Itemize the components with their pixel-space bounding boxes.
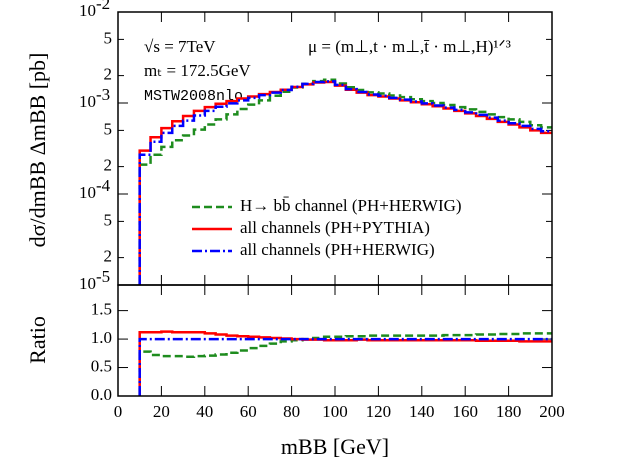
annotation: mₜ = 172.5GeV xyxy=(144,61,251,80)
y-tick-label-exponent: -5 xyxy=(96,267,110,286)
y-tick-label: 2 xyxy=(104,65,113,84)
annotation: μ = (m⊥,t · m⊥,t̄ · m⊥,H)¹ᐟ³ xyxy=(308,37,511,56)
annotation: √s = 7TeV xyxy=(144,37,216,56)
y-tick-label: 10 xyxy=(79,183,96,202)
x-tick-label: 0 xyxy=(114,402,123,421)
y-tick-label: 1.0 xyxy=(91,328,112,347)
legend-label: all channels (PH+HERWIG) xyxy=(240,240,435,259)
series-line xyxy=(138,332,552,396)
x-tick-label: 60 xyxy=(240,402,257,421)
y-tick-label-base: 10 xyxy=(79,92,96,111)
series-line xyxy=(138,80,552,285)
y-tick-label: 10 xyxy=(79,1,96,20)
x-tick-label: 120 xyxy=(366,402,392,421)
y-tick-label-exponent: -2 xyxy=(96,0,110,13)
y-tick-label-base: 10 xyxy=(79,274,96,293)
y-tick-label-base: 10 xyxy=(79,1,96,20)
series-line xyxy=(138,78,552,285)
x-tick-label: 80 xyxy=(283,402,300,421)
x-tick-label: 180 xyxy=(496,402,522,421)
y-axis-label: dσ/dmBB ΔmBB [pb] xyxy=(25,53,50,248)
y-tick-label: 2 xyxy=(104,247,113,266)
y-tick-label: 1.5 xyxy=(91,300,112,319)
x-tick-label: 200 xyxy=(539,402,565,421)
legend-label: all channels (PH+PYTHIA) xyxy=(240,218,430,237)
plot-area xyxy=(138,330,552,396)
x-tick-label: 20 xyxy=(153,402,170,421)
y-tick-label: 5 xyxy=(104,28,113,47)
plot-area xyxy=(138,78,552,285)
y-tick-label: 2 xyxy=(104,156,113,175)
x-axis-label: mBB [GeV] xyxy=(281,434,389,459)
x-tick-label: 160 xyxy=(452,402,478,421)
y-tick-label-exponent: -4 xyxy=(96,176,111,195)
y-tick-label: 5 xyxy=(104,210,113,229)
y-axis-label: Ratio xyxy=(25,316,50,364)
y-tick-label: 0.0 xyxy=(91,385,112,404)
y-tick-label-exponent: -3 xyxy=(96,85,110,104)
y-tick-label-base: 10 xyxy=(79,183,96,202)
y-tick-label: 10 xyxy=(79,274,96,293)
annotation: MSTW2008nlo xyxy=(144,88,243,105)
x-tick-label: 100 xyxy=(322,402,348,421)
x-tick-label: 140 xyxy=(409,402,435,421)
y-tick-label: 5 xyxy=(104,119,113,138)
legend-label: H→ bb̄ channel (PH+HERWIG) xyxy=(240,196,462,215)
frame xyxy=(117,284,553,397)
y-tick-label: 0.5 xyxy=(91,356,112,375)
y-tick-label: 10 xyxy=(79,92,96,111)
series-line xyxy=(138,330,552,396)
series-line xyxy=(138,337,552,396)
x-tick-label: 40 xyxy=(196,402,213,421)
